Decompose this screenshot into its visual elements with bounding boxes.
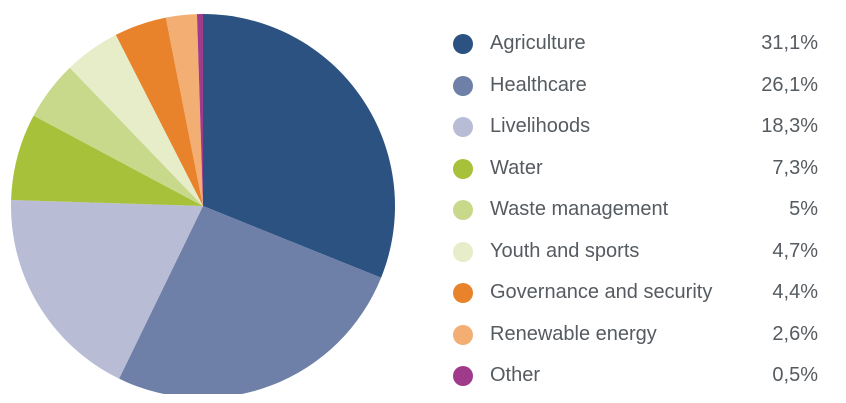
legend-item-water: Water 7,3%	[453, 154, 818, 196]
legend-label: Water	[490, 156, 543, 179]
legend-item-other: Other 0,5%	[453, 361, 818, 403]
pie-slice-water	[11, 115, 203, 206]
legend-swatch	[453, 324, 473, 345]
legend-label: Governance and security	[490, 281, 713, 303]
legend-item-governance-and-security: Governance and security 4,4%	[453, 278, 818, 320]
legend-value: 7,3%	[772, 156, 818, 179]
legend-item-livelihoods: Livelihoods 18,3%	[453, 112, 818, 154]
pie-slice-healthcare	[119, 206, 382, 394]
legend: Agriculture 31,1% Healthcare 26,1% Livelihoo…	[453, 29, 818, 403]
legend-value: 2,6%	[772, 322, 818, 345]
legend-value: 18,3%	[761, 115, 818, 137]
legend-label: Youth and sports	[490, 239, 640, 262]
legend-label: Healthcare	[490, 73, 587, 96]
legend-value: 0,5%	[772, 364, 818, 386]
legend-value: 5%	[789, 198, 818, 220]
legend-label: Agriculture	[490, 32, 586, 54]
legend-value: 4,4%	[772, 281, 818, 303]
legend-swatch	[453, 283, 473, 303]
legend-value: 4,7%	[772, 239, 818, 262]
pie-slice-livelihoods	[10, 199, 203, 379]
legend-swatch	[453, 34, 473, 54]
legend-value: 31,1%	[761, 32, 818, 54]
legend-item-healthcare: Healthcare 26,1%	[453, 71, 818, 113]
legend-label: Other	[490, 364, 541, 386]
pie-slice-youth-and-sports	[69, 34, 203, 207]
pie-slice-renewable-energy	[165, 14, 203, 206]
pie-slice-governance-and-security	[115, 17, 203, 207]
legend-swatch	[453, 75, 473, 96]
legend-item-youth-and-sports: Youth and sports 4,7%	[453, 237, 818, 279]
legend-item-agriculture: Agriculture 31,1%	[453, 29, 818, 71]
pie-chart	[10, 14, 395, 394]
legend-value: 26,1%	[761, 73, 818, 96]
legend-item-waste-management: Waste management 5%	[453, 195, 818, 237]
pie-slice-agriculture	[203, 14, 395, 278]
legend-item-renewable-energy: Renewable energy 2,6%	[453, 320, 818, 362]
legend-label: Renewable energy	[490, 322, 657, 345]
legend-swatch	[453, 241, 473, 262]
legend-swatch	[453, 158, 473, 179]
legend-label: Livelihoods	[490, 115, 591, 137]
legend-label: Waste management	[490, 198, 669, 220]
pie-slice-other	[196, 14, 203, 206]
pie-slice-waste-management	[33, 67, 204, 206]
legend-swatch	[453, 117, 473, 137]
legend-swatch	[453, 366, 473, 386]
legend-swatch	[453, 200, 473, 220]
